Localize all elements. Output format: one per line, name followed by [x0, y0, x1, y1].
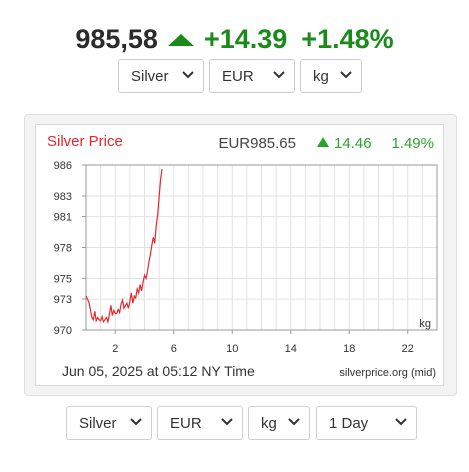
x-tick-label: 10: [226, 343, 238, 355]
triangle-up-icon: [167, 33, 194, 47]
chevron-down-icon: [130, 418, 142, 426]
price-change: +14.39: [203, 24, 288, 54]
current-price: 985,58: [75, 24, 158, 54]
price-change-percent: +1.48%: [301, 24, 394, 54]
chevron-down-icon: [273, 71, 285, 79]
x-tick-label: 14: [285, 343, 297, 355]
unit-select-value: kg: [313, 67, 329, 85]
x-tick-label: 2: [112, 343, 118, 355]
chart-unit-label: kg: [419, 318, 431, 330]
y-tick-label: 981: [54, 212, 72, 224]
metal-select-value: Silver: [131, 67, 169, 85]
chevron-down-icon: [182, 71, 194, 79]
chart-header-change-percent: 1.49%: [391, 135, 434, 152]
chart-metal-select[interactable]: Silver: [66, 406, 152, 440]
chevron-down-icon: [288, 418, 300, 426]
chart-header-change: 14.46: [334, 135, 372, 152]
chart-timestamp: Jun 05, 2025 at 05:12 NY Time: [62, 363, 255, 379]
price-quote: 985,58 +14.39 +1.48%: [0, 24, 469, 55]
chart-period-select-value: 1 Day: [329, 414, 369, 432]
chart-title: Silver Price: [47, 133, 123, 150]
chevron-down-icon: [340, 71, 352, 79]
chart-unit-select-value: kg: [261, 414, 277, 432]
currency-select-value: EUR: [222, 67, 254, 85]
chart-unit-select[interactable]: kg: [248, 406, 310, 440]
y-tick-label: 986: [54, 160, 72, 172]
chart-period-select[interactable]: 1 Day: [316, 406, 417, 440]
x-tick-label: 18: [343, 343, 355, 355]
x-tick-label: 22: [402, 343, 414, 355]
unit-select[interactable]: kg: [300, 59, 362, 93]
chevron-down-icon: [395, 418, 407, 426]
chart-source: silverprice.org (mid): [339, 367, 436, 379]
currency-select[interactable]: EUR: [209, 59, 295, 93]
y-tick-label: 983: [54, 191, 72, 203]
y-tick-label: 978: [54, 243, 72, 255]
x-tick-label: 6: [171, 343, 177, 355]
chart-metal-select-value: Silver: [79, 414, 117, 432]
chart-header-price: EUR985.65: [218, 135, 296, 152]
y-tick-label: 973: [54, 294, 72, 306]
chevron-down-icon: [221, 418, 233, 426]
price-chart: 986 983 981 978 975 973 970 2 6 10 14 18 22 Silver …: [35, 124, 444, 386]
chart-currency-select-value: EUR: [170, 414, 202, 432]
triangle-up-icon: [317, 137, 329, 147]
y-tick-label: 975: [54, 273, 72, 285]
price-line: [85, 169, 163, 325]
metal-select[interactable]: Silver: [118, 59, 204, 93]
chart-currency-select[interactable]: EUR: [157, 406, 243, 440]
y-tick-label: 970: [54, 325, 72, 337]
